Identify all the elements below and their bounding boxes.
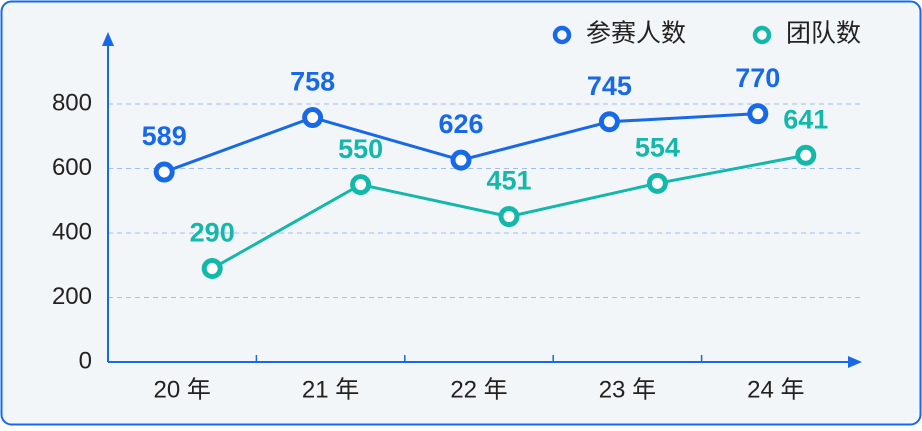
data-point	[450, 149, 472, 171]
legend-label: 参赛人数	[586, 20, 686, 48]
data-label: 758	[290, 67, 335, 97]
x-axis-arrow	[848, 356, 862, 368]
x-tick-label: 23 年	[599, 376, 656, 403]
legend-label: 团队数	[786, 20, 861, 48]
y-tick-label: 200	[52, 283, 92, 310]
y-tick-label: 600	[52, 154, 92, 181]
data-label: 626	[438, 109, 483, 139]
x-tick-label: 24 年	[747, 376, 804, 403]
data-label: 589	[142, 121, 187, 151]
x-tick-label: 20 年	[154, 376, 211, 403]
y-tick-label: 400	[52, 218, 92, 245]
data-point	[302, 107, 324, 129]
data-point	[201, 257, 223, 279]
data-label: 451	[486, 166, 531, 196]
data-point	[153, 161, 175, 183]
data-label: 641	[783, 104, 828, 134]
data-point	[795, 144, 817, 166]
x-tick-label: 22 年	[450, 376, 507, 403]
y-tick-label: 800	[52, 89, 92, 116]
legend-marker	[552, 25, 572, 45]
y-axis-arrow	[102, 32, 114, 46]
data-label: 290	[190, 218, 235, 248]
data-point	[747, 103, 769, 125]
x-tick-label: 21 年	[302, 376, 359, 403]
y-tick-label: 0	[79, 347, 92, 374]
data-point	[350, 174, 372, 196]
data-label: 770	[735, 63, 780, 93]
legend-marker	[752, 25, 772, 45]
data-point	[646, 172, 668, 194]
data-point	[498, 206, 520, 228]
data-point	[598, 111, 620, 133]
data-label: 550	[338, 134, 383, 164]
data-label: 745	[587, 71, 632, 101]
data-label: 554	[635, 132, 680, 162]
